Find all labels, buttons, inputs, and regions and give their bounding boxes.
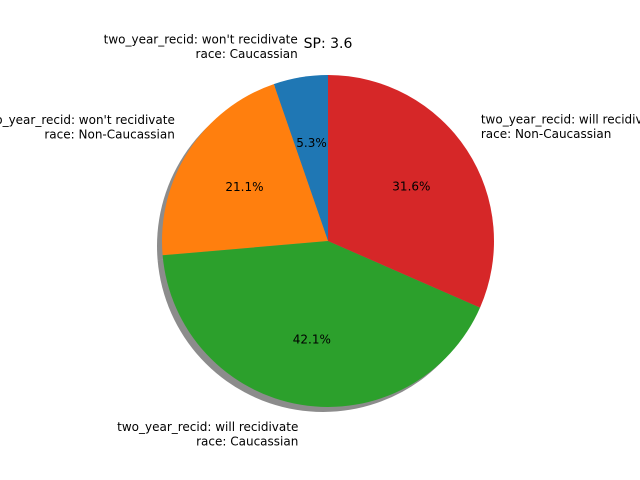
slice-label-line: two_year_recid: will recidivate: [117, 420, 298, 434]
pie-slice-4: [328, 75, 494, 308]
slice-labels: two_year_recid: won't recidivate race: Ca…: [0, 33, 640, 449]
slice-label-line: race: Caucassian: [196, 435, 298, 449]
chart-title: SP: 3.6: [304, 36, 353, 52]
slice-label-line: two_year_recid: won't recidivate: [104, 33, 298, 47]
slice-label-line: race: Non-Caucassian: [44, 128, 174, 142]
pie-slice-3: [162, 241, 481, 407]
slice-label-line: two_year_recid: won't recidivate: [0, 113, 175, 127]
percent-labels: 5.3% 21.1% 42.1% 31.6%: [225, 136, 430, 347]
slice-label-line: race: Caucassian: [196, 47, 298, 61]
pie-slice-1: [273, 75, 328, 241]
pie-slice-2: [162, 84, 328, 256]
percent-label-3: 42.1%: [293, 332, 331, 346]
percent-label-2: 21.1%: [225, 180, 263, 194]
percent-label-4: 31.6%: [392, 180, 430, 194]
slice-label-1: two_year_recid: won't recidivate race: Ca…: [104, 33, 298, 61]
pie-slices: [162, 75, 494, 407]
slice-label-line: race: Non-Caucassian: [481, 127, 611, 141]
percent-label-1: 5.3%: [296, 136, 327, 150]
slice-label-2: two_year_recid: won't recidivate race: No…: [0, 113, 175, 141]
slice-label-line: two_year_recid: will recidivate: [481, 113, 640, 127]
slice-label-3: two_year_recid: will recidivate race: Cau…: [117, 420, 298, 448]
